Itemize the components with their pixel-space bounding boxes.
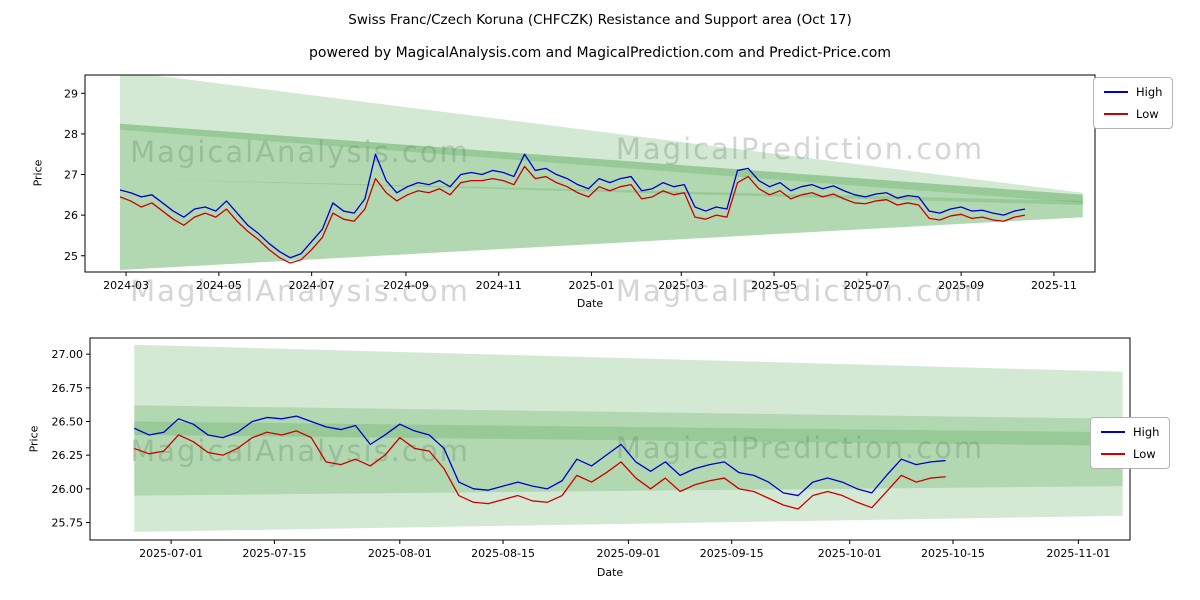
y-tick-label: 28 <box>64 128 78 141</box>
y-tick-label: 26.00 <box>52 483 84 496</box>
chart-title: Swiss Franc/Czech Koruna (CHFCZK) Resist… <box>348 12 852 28</box>
legend-label-low: Low <box>1136 107 1159 121</box>
legend-top: High Low <box>1093 77 1174 129</box>
x-tick-label: 2025-10-15 <box>921 547 985 560</box>
y-tick-label: 26.75 <box>52 382 84 395</box>
high-line-swatch <box>1101 431 1125 433</box>
legend-label-high: High <box>1136 85 1163 99</box>
x-tick-label: 2025-09-01 <box>596 547 660 560</box>
y-tick-label: 27.00 <box>52 348 84 361</box>
plot-area <box>119 75 1083 270</box>
legend-label-low: Low <box>1133 447 1156 461</box>
support-resistance-band <box>134 421 1123 496</box>
y-axis-label-top: Price <box>31 159 45 187</box>
legend-label-high: High <box>1133 425 1160 439</box>
x-tick-label: 2025-07-15 <box>242 547 306 560</box>
x-tick-label: 2024-07 <box>289 279 335 292</box>
legend-item-low: Low <box>1101 447 1159 461</box>
x-tick-label: 2025-10-01 <box>818 547 882 560</box>
legend-item-high: High <box>1104 85 1162 99</box>
support-resistance-band <box>120 123 1083 270</box>
low-line-swatch <box>1101 453 1125 455</box>
y-tick-label: 25.75 <box>52 516 84 529</box>
series-line-high <box>119 153 1026 259</box>
y-tick-label: 29 <box>64 87 78 100</box>
x-tick-label: 2025-09-15 <box>700 547 764 560</box>
series-line-low <box>119 165 1026 264</box>
series-line-low <box>134 430 946 510</box>
support-resistance-band <box>120 75 1083 203</box>
chart-subtitle: powered by MagicalAnalysis.com and Magic… <box>309 45 891 61</box>
x-tick-label: 2025-09 <box>938 279 984 292</box>
y-axis-label-bottom: Price <box>27 425 41 453</box>
low-line-swatch <box>1104 113 1128 115</box>
y-tick-label: 26.25 <box>52 449 84 462</box>
x-axis-label-bottom: Date <box>596 566 624 579</box>
x-tick-label: 2024-03 <box>103 279 149 292</box>
y-tick-label: 26.50 <box>52 415 84 428</box>
support-resistance-band <box>134 344 1123 422</box>
axes-frame <box>84 74 1096 273</box>
x-axis-label-top: Date <box>576 297 604 310</box>
x-tick-label: 2025-08-15 <box>471 547 535 560</box>
x-tick-label: 2024-05 <box>196 279 242 292</box>
x-tick-label: 2025-07-01 <box>139 547 203 560</box>
legend-bottom: High Low <box>1090 417 1171 469</box>
x-tick-label: 2025-01 <box>569 279 615 292</box>
support-resistance-band <box>120 123 1083 205</box>
high-line-swatch <box>1104 91 1128 93</box>
x-tick-label: 2025-03 <box>658 279 704 292</box>
legend-item-low: Low <box>1104 107 1162 121</box>
legend-item-high: High <box>1101 425 1159 439</box>
support-resistance-band <box>120 178 1083 270</box>
x-tick-label: 2024-11 <box>476 279 522 292</box>
series-line-high <box>134 415 946 497</box>
x-tick-label: 2025-05 <box>751 279 797 292</box>
x-tick-label: 2024-09 <box>383 279 429 292</box>
x-tick-label: 2025-08-01 <box>368 547 432 560</box>
y-tick-label: 27 <box>64 169 78 182</box>
y-tick-label: 25 <box>64 250 78 263</box>
x-tick-label: 2025-11 <box>1031 279 1077 292</box>
plot-area <box>134 344 1123 532</box>
support-resistance-band <box>134 405 1123 446</box>
y-tick-label: 26 <box>64 209 78 222</box>
x-tick-label: 2025-11-01 <box>1046 547 1110 560</box>
x-tick-label: 2025-07 <box>844 279 890 292</box>
